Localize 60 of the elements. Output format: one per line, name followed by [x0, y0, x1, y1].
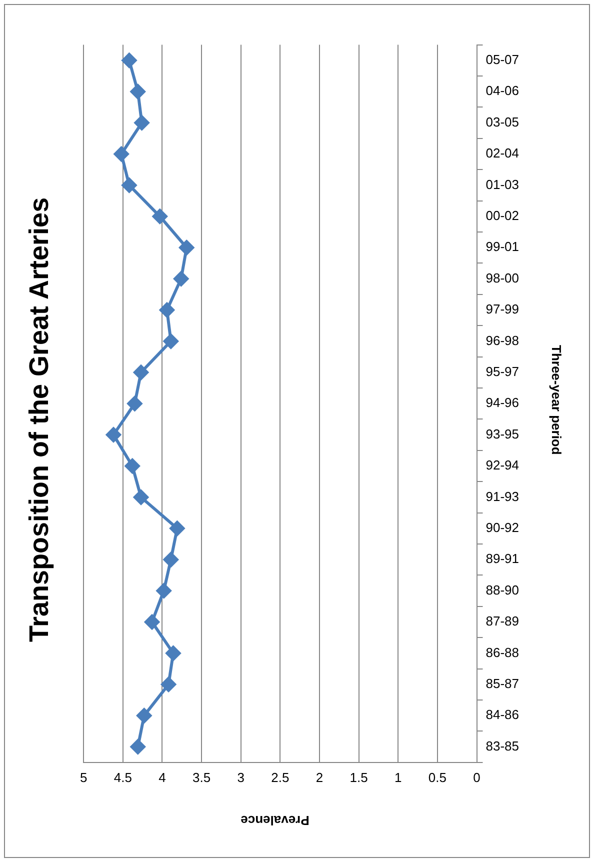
y-tick-label: 84-86: [486, 707, 519, 722]
y-tick-label: 04-06: [486, 83, 519, 98]
y-tick-label: 02-04: [486, 146, 519, 161]
point: [122, 178, 137, 193]
y-tick-label: 98-00: [486, 270, 519, 286]
text: Transposition of the Great Arteries: [24, 196, 55, 644]
x-tick-label: 3.5: [192, 770, 211, 785]
point: [134, 490, 149, 505]
x-tick-label: 1.5: [350, 770, 368, 785]
y-tick-label: 01-03: [486, 176, 519, 192]
y-tick-label: 05-07: [486, 52, 519, 67]
y-tick-label: 83-85: [486, 738, 519, 754]
point: [174, 271, 189, 286]
point: [156, 583, 172, 598]
y-tick-label: 85-87: [486, 676, 519, 691]
point: [179, 240, 194, 256]
point: [170, 520, 185, 536]
point: [134, 115, 150, 130]
y-tick-label: 89-91: [486, 551, 519, 566]
x-tick-label: 1: [394, 770, 402, 785]
y-tick-label: 91-93: [486, 488, 519, 504]
point: [144, 614, 160, 630]
y-tick-label: 97-99: [486, 302, 519, 317]
y-tick-label: 93-95: [486, 426, 519, 442]
point: [163, 334, 178, 349]
point: [124, 458, 140, 474]
x-tick-label: 0: [473, 770, 480, 785]
y-axis-title: Three-year period: [548, 344, 564, 457]
x-tick-label: 2: [316, 770, 324, 785]
y-tick-label: 03-05: [486, 114, 519, 130]
point: [166, 646, 181, 661]
y-tick-label: 86-88: [486, 644, 519, 660]
point: [106, 427, 121, 442]
x-tick-label: 0.5: [428, 770, 446, 785]
point: [130, 739, 146, 754]
y-tick-label: 92-94: [486, 458, 519, 473]
y-tick-label: 95-97: [486, 364, 519, 379]
point: [161, 676, 176, 692]
x-tick-label: 4: [158, 770, 166, 785]
point: [127, 396, 142, 412]
x-axis-title: Prevalence: [240, 812, 310, 828]
point: [136, 708, 152, 724]
point: [134, 364, 149, 380]
point: [130, 84, 146, 100]
point: [122, 52, 137, 68]
point: [114, 146, 129, 162]
x-tick-label: 5: [80, 770, 88, 785]
y-tick-label: 94-96: [486, 395, 519, 410]
y-tick-label: 99-01: [486, 239, 519, 254]
x-tick-label: 4.5: [114, 770, 132, 785]
y-tick-label: 00-02: [486, 208, 519, 223]
point: [159, 302, 174, 318]
point: [152, 208, 168, 224]
point: [163, 552, 178, 568]
y-tick-label: 90-92: [486, 520, 519, 535]
y-tick-label: 96-98: [486, 332, 519, 348]
y-tick-label: 87-89: [486, 614, 519, 629]
x-tick-label: 3: [237, 770, 244, 785]
x-tick-label: 2.5: [271, 770, 290, 785]
y-tick-label: 88-90: [486, 582, 519, 598]
